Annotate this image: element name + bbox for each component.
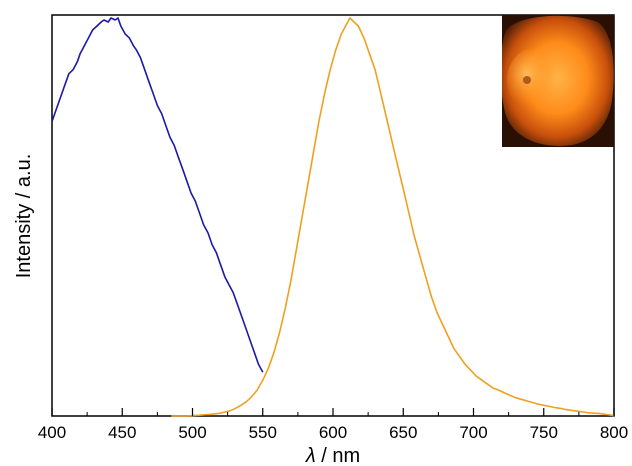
x-tick-label: 550 bbox=[249, 423, 277, 442]
series-line-excitation bbox=[51, 17, 264, 373]
x-axis-title: λ / nm bbox=[305, 445, 360, 466]
x-axis-unit: / nm bbox=[316, 445, 360, 466]
inset-photo bbox=[502, 15, 614, 147]
x-tick-label: 600 bbox=[319, 423, 347, 442]
series-line-emission bbox=[171, 17, 615, 417]
x-tick-label: 800 bbox=[600, 423, 628, 442]
x-axis-ticks: 400 450 500 550 600 650 700 750 800 bbox=[38, 408, 628, 442]
x-tick-label: 500 bbox=[178, 423, 206, 442]
x-tick-label: 700 bbox=[459, 423, 487, 442]
x-tick-label: 650 bbox=[389, 423, 417, 442]
x-tick-label: 400 bbox=[38, 423, 66, 442]
x-tick-label: 450 bbox=[108, 423, 136, 442]
x-tick-label: 750 bbox=[530, 423, 558, 442]
x-axis-symbol: λ bbox=[305, 445, 316, 466]
y-axis-title: Intensity / a.u. bbox=[13, 154, 35, 279]
